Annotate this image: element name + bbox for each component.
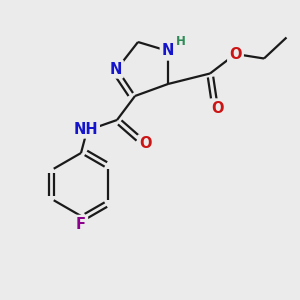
- Text: H: H: [176, 35, 185, 48]
- Text: O: O: [139, 136, 152, 152]
- Text: O: O: [211, 100, 224, 116]
- Text: NH: NH: [73, 122, 98, 136]
- Text: N: N: [109, 61, 122, 76]
- Text: N: N: [162, 44, 174, 59]
- Text: O: O: [229, 46, 242, 62]
- Text: F: F: [76, 217, 86, 232]
